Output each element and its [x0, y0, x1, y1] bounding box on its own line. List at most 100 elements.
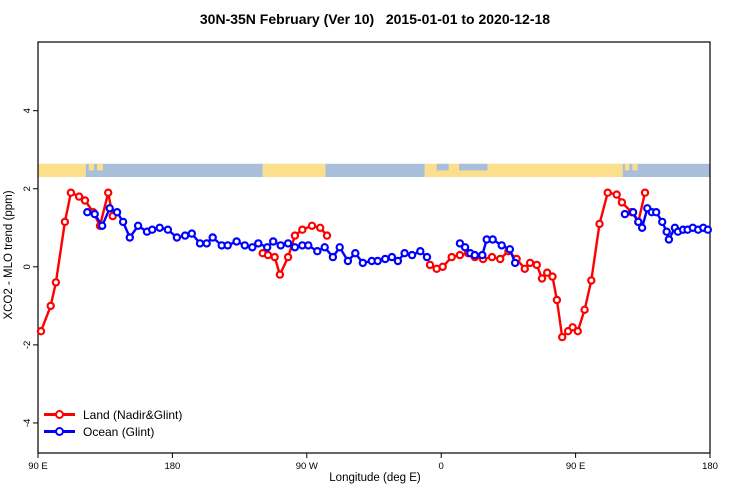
- data-point-land: [298, 225, 307, 234]
- data-point-ocean: [147, 225, 157, 234]
- data-point-land: [322, 231, 332, 240]
- data-point-ocean: [387, 252, 397, 262]
- x-tick-label: 90 E: [28, 461, 48, 472]
- data-point-land: [532, 260, 542, 270]
- data-point-ocean: [208, 233, 217, 242]
- x-axis-label: Longitude (deg E): [329, 472, 421, 484]
- map-band-ocean: [622, 163, 710, 178]
- map-band-ocean: [85, 163, 263, 178]
- legend-label-ocean: Ocean (Glint): [83, 424, 155, 439]
- data-point-ocean: [187, 229, 196, 238]
- data-point-ocean: [658, 217, 667, 227]
- land-circle-swatch: [55, 410, 64, 419]
- data-point-land: [455, 250, 465, 260]
- data-point-land: [36, 327, 46, 336]
- map-band-island: [624, 163, 630, 171]
- data-point-ocean: [634, 217, 643, 227]
- data-point-ocean: [416, 246, 425, 256]
- data-point-land: [587, 276, 596, 285]
- data-point-land: [275, 270, 285, 279]
- data-point-ocean: [83, 207, 92, 217]
- data-point-ocean: [407, 250, 417, 260]
- x-tick-label: 90 W: [296, 461, 318, 472]
- data-point-ocean: [652, 207, 661, 217]
- data-point-ocean: [248, 243, 257, 252]
- y-tick-label: 4: [22, 108, 33, 113]
- map-band-sea: [459, 163, 488, 171]
- data-point-ocean: [343, 256, 353, 266]
- y-axis-label: XCO2 - MLO trend (ppm): [3, 190, 15, 320]
- data-point-ocean: [163, 225, 173, 234]
- data-point-ocean: [510, 258, 520, 268]
- data-point-land: [283, 252, 293, 262]
- data-point-land: [270, 252, 279, 262]
- x-tick-label: 90 E: [566, 461, 586, 472]
- data-point-land: [46, 301, 55, 311]
- x-tick-label: 180: [702, 461, 718, 472]
- legend-label-land: Land (Nadir&Glint): [83, 407, 183, 422]
- data-point-land: [487, 252, 497, 262]
- land-series-marker-icon: [44, 409, 75, 420]
- map-band-island: [632, 163, 638, 171]
- map-band-land: [424, 163, 623, 178]
- data-point-land: [612, 190, 621, 199]
- data-point-land: [537, 274, 547, 283]
- data-point-land: [568, 323, 577, 332]
- data-point-land: [520, 264, 530, 273]
- data-point-ocean: [393, 256, 403, 266]
- data-point-ocean: [133, 221, 143, 230]
- data-point-land: [103, 188, 113, 197]
- data-point-ocean: [620, 209, 630, 219]
- data-point-land: [74, 192, 84, 201]
- data-point-ocean: [664, 235, 674, 244]
- data-point-land: [558, 332, 567, 342]
- data-point-land: [290, 231, 300, 240]
- data-point-ocean: [497, 241, 506, 250]
- data-point-land: [496, 254, 505, 264]
- data-point-ocean: [232, 237, 241, 246]
- ocean-series-marker-icon: [44, 426, 75, 437]
- x-tick-label: 0: [439, 461, 444, 472]
- data-point-ocean: [703, 225, 713, 234]
- data-point-land: [543, 268, 552, 277]
- data-point-ocean: [263, 243, 272, 252]
- data-point-ocean: [320, 243, 329, 252]
- data-point-ocean: [328, 252, 338, 262]
- data-point-land: [525, 258, 535, 268]
- data-point-ocean: [313, 246, 322, 256]
- plot-box: [37, 41, 711, 454]
- data-point-ocean: [304, 241, 313, 250]
- data-point-ocean: [223, 241, 232, 250]
- data-point-ocean: [628, 207, 638, 217]
- data-point-ocean: [202, 239, 211, 248]
- data-point-ocean: [335, 243, 344, 252]
- data-point-land: [552, 295, 562, 305]
- legend-row-land: Land (Nadir&Glint): [44, 406, 182, 423]
- data-point-ocean: [637, 223, 647, 232]
- y-tick-label: 2: [22, 186, 33, 191]
- data-point-land: [617, 198, 627, 207]
- data-point-land: [447, 252, 456, 262]
- data-point-ocean: [470, 250, 479, 260]
- data-point-land: [595, 219, 604, 229]
- data-point-ocean: [400, 248, 409, 258]
- data-point-land: [263, 250, 273, 260]
- y-tick-label: -4: [22, 419, 33, 427]
- data-point-ocean: [662, 227, 671, 236]
- data-point-ocean: [90, 209, 99, 219]
- data-point-land: [316, 223, 325, 232]
- data-point-ocean: [254, 239, 263, 248]
- data-point-ocean: [460, 243, 470, 252]
- map-band-land: [38, 163, 86, 178]
- data-point-ocean: [105, 204, 114, 213]
- map-band-sea: [436, 163, 449, 171]
- data-point-ocean: [269, 237, 278, 246]
- data-point-ocean: [172, 233, 182, 242]
- legend-row-ocean: Ocean (Glint): [44, 423, 182, 440]
- data-point-ocean: [290, 243, 300, 252]
- data-point-ocean: [180, 231, 190, 240]
- data-point-ocean: [112, 207, 122, 217]
- data-point-land: [307, 221, 317, 230]
- chart-title: 30N-35N February (Ver 10) 2015-01-01 to …: [199, 11, 551, 27]
